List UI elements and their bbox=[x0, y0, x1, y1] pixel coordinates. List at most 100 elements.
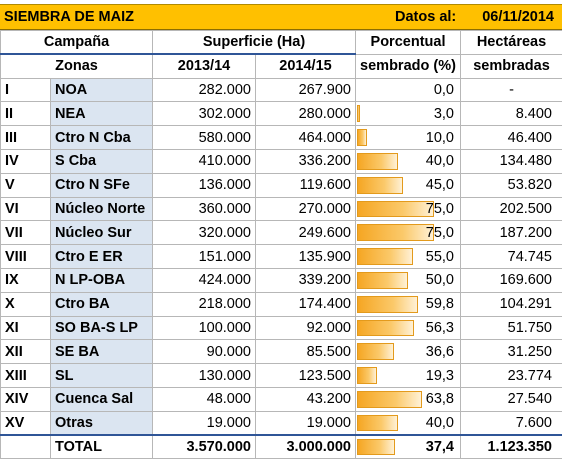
pct-sown: 40,0 bbox=[426, 153, 454, 169]
hectares-sown: 74.745 bbox=[461, 245, 562, 269]
pct-sown-bar bbox=[357, 248, 413, 265]
hectares-sown: 27.540 bbox=[461, 387, 562, 411]
zone-number: III bbox=[1, 126, 51, 150]
area-2014-15: 43.200 bbox=[256, 387, 356, 411]
hectares-sown: 202.500 bbox=[461, 197, 562, 221]
zone-name: Ctro N Cba bbox=[51, 126, 153, 150]
area-2013-14: 151.000 bbox=[153, 245, 256, 269]
date-label: Datos al: bbox=[395, 9, 456, 25]
zone-number: II bbox=[1, 102, 51, 126]
zone-number: VIII bbox=[1, 245, 51, 269]
zone-name: Núcleo Sur bbox=[51, 221, 153, 245]
area-2014-15: 123.500 bbox=[256, 364, 356, 388]
zone-name: Cuenca Sal bbox=[51, 387, 153, 411]
zone-number: V bbox=[1, 173, 51, 197]
pct-sown-bar bbox=[357, 153, 398, 170]
pct-sown-cell: 59,8 bbox=[356, 292, 461, 316]
title-bar: SIEMBRA DE MAIZ Datos al: 06/11/2014 bbox=[0, 4, 562, 30]
pct-sown-cell: 3,0 bbox=[356, 102, 461, 126]
pct-sown: 50,0 bbox=[426, 272, 454, 288]
area-2013-14: 282.000 bbox=[153, 78, 256, 102]
pct-sown-bar bbox=[357, 177, 403, 194]
pct-sown: 19,3 bbox=[426, 368, 454, 384]
area-2014-15: 280.000 bbox=[256, 102, 356, 126]
area-2014-15: 174.400 bbox=[256, 292, 356, 316]
total-ha: 1.123.350 bbox=[461, 435, 562, 459]
total-pct-bar bbox=[357, 439, 395, 455]
zone-name: S Cba bbox=[51, 149, 153, 173]
header-pct-line1: Porcentual bbox=[356, 31, 461, 55]
zone-number: XI bbox=[1, 316, 51, 340]
total-y2: 3.000.000 bbox=[256, 435, 356, 459]
header-pct-line2: sembrado (%) bbox=[356, 54, 461, 78]
pct-sown: 3,0 bbox=[434, 106, 454, 122]
hectares-sown: 8.400 bbox=[461, 102, 562, 126]
header-zonas: Zonas bbox=[1, 54, 153, 78]
zone-name: Núcleo Norte bbox=[51, 197, 153, 221]
pct-sown: 75,0 bbox=[426, 225, 454, 241]
area-2014-15: 270.000 bbox=[256, 197, 356, 221]
zone-name: Otras bbox=[51, 411, 153, 435]
header-year-2: 2014/15 bbox=[256, 54, 356, 78]
zone-number: VII bbox=[1, 221, 51, 245]
pct-sown-bar bbox=[357, 105, 360, 122]
maize-sowing-table: Campaña Superficie (Ha) Porcentual Hectá… bbox=[0, 30, 562, 459]
zone-name: Ctro E ER bbox=[51, 245, 153, 269]
total-row: TOTAL 3.570.000 3.000.000 37,4 1.123.350 bbox=[1, 435, 562, 459]
pct-sown-bar bbox=[357, 320, 414, 337]
pct-sown-cell: 19,3 bbox=[356, 364, 461, 388]
area-2014-15: 464.000 bbox=[256, 126, 356, 150]
pct-sown-bar bbox=[357, 415, 398, 431]
pct-sown-cell: 40,0 bbox=[356, 411, 461, 435]
zone-number: XIV bbox=[1, 387, 51, 411]
area-2013-14: 320.000 bbox=[153, 221, 256, 245]
hectares-sown: 31.250 bbox=[461, 340, 562, 364]
zone-number: VI bbox=[1, 197, 51, 221]
pct-sown-cell: 75,0 bbox=[356, 221, 461, 245]
area-2014-15: 336.200 bbox=[256, 149, 356, 173]
pct-sown-cell: 50,0 bbox=[356, 268, 461, 292]
zone-name: N LP-OBA bbox=[51, 268, 153, 292]
zone-name: SE BA bbox=[51, 340, 153, 364]
hectares-sown: - bbox=[461, 78, 562, 102]
total-label: TOTAL bbox=[51, 435, 153, 459]
pct-sown-cell: 36,6 bbox=[356, 340, 461, 364]
hectares-sown: 51.750 bbox=[461, 316, 562, 340]
hectares-sown: 169.600 bbox=[461, 268, 562, 292]
area-2013-14: 136.000 bbox=[153, 173, 256, 197]
hectares-sown: 187.200 bbox=[461, 221, 562, 245]
area-2013-14: 360.000 bbox=[153, 197, 256, 221]
pct-sown-cell: 45,0 bbox=[356, 173, 461, 197]
pct-sown-cell: 63,8 bbox=[356, 387, 461, 411]
zone-name: Ctro N SFe bbox=[51, 173, 153, 197]
pct-sown-cell: 10,0 bbox=[356, 126, 461, 150]
header-row-2: Zonas 2013/14 2014/15 sembrado (%) sembr… bbox=[1, 54, 562, 78]
pct-sown: 63,8 bbox=[426, 391, 454, 407]
zone-number: X bbox=[1, 292, 51, 316]
zone-number: I bbox=[1, 78, 51, 102]
area-2013-14: 424.000 bbox=[153, 268, 256, 292]
zone-number: XV bbox=[1, 411, 51, 435]
pct-sown-cell: 56,3 bbox=[356, 316, 461, 340]
pct-sown: 40,0 bbox=[426, 415, 454, 431]
hectares-sown: 53.820 bbox=[461, 173, 562, 197]
zone-name: NEA bbox=[51, 102, 153, 126]
pct-sown-cell: 40,0 bbox=[356, 149, 461, 173]
pct-sown-bar bbox=[357, 201, 434, 218]
hectares-sown: 7.600 bbox=[461, 411, 562, 435]
pct-sown-bar bbox=[357, 129, 367, 146]
zone-name: SL bbox=[51, 364, 153, 388]
pct-sown: 10,0 bbox=[426, 130, 454, 146]
pct-sown-bar bbox=[357, 367, 377, 384]
area-2013-14: 580.000 bbox=[153, 126, 256, 150]
area-2014-15: 85.500 bbox=[256, 340, 356, 364]
zone-name: NOA bbox=[51, 78, 153, 102]
